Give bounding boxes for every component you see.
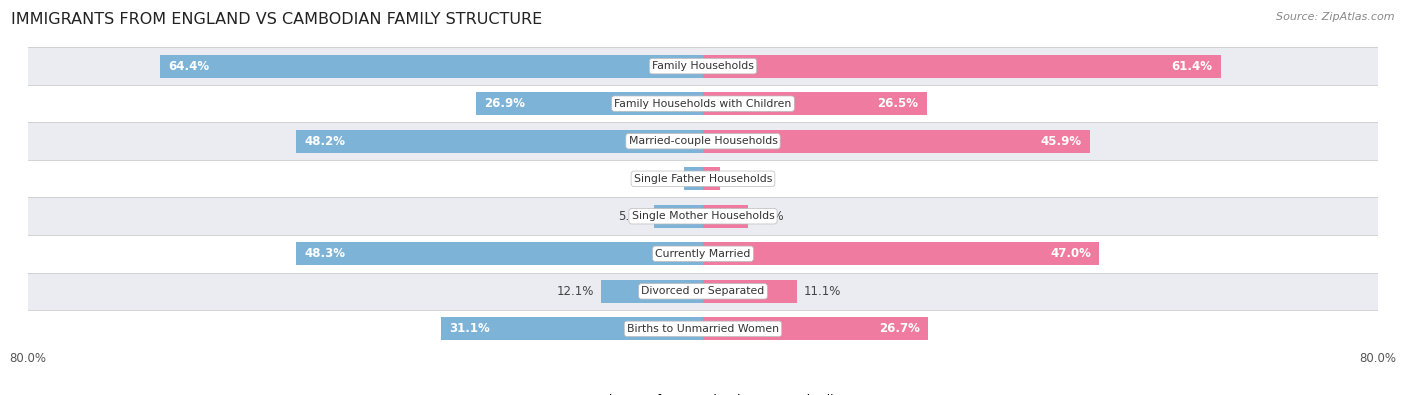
Text: 2.2%: 2.2%	[648, 172, 678, 185]
Bar	[703, 92, 927, 115]
Text: 48.3%: 48.3%	[304, 247, 344, 260]
Bar	[28, 47, 1378, 85]
Bar	[703, 242, 1099, 265]
Bar	[28, 310, 1378, 348]
Text: 26.7%: 26.7%	[879, 322, 920, 335]
Text: 12.1%: 12.1%	[557, 285, 595, 298]
Bar	[28, 122, 1378, 160]
Bar	[28, 198, 1378, 235]
Text: 31.1%: 31.1%	[449, 322, 489, 335]
Bar	[703, 205, 748, 228]
Text: 48.2%: 48.2%	[305, 135, 346, 148]
Bar	[477, 92, 703, 115]
Text: Source: ZipAtlas.com: Source: ZipAtlas.com	[1277, 12, 1395, 22]
Text: 26.9%: 26.9%	[485, 97, 526, 110]
Bar	[28, 85, 1378, 122]
Text: 45.9%: 45.9%	[1040, 135, 1081, 148]
Bar	[297, 130, 703, 153]
Bar	[440, 317, 703, 340]
Bar	[28, 235, 1378, 273]
Text: IMMIGRANTS FROM ENGLAND VS CAMBODIAN FAMILY STRUCTURE: IMMIGRANTS FROM ENGLAND VS CAMBODIAN FAM…	[11, 12, 543, 27]
Text: Family Households with Children: Family Households with Children	[614, 99, 792, 109]
Bar	[160, 55, 703, 78]
Text: 11.1%: 11.1%	[803, 285, 841, 298]
Text: 5.8%: 5.8%	[617, 210, 647, 223]
Text: 64.4%: 64.4%	[169, 60, 209, 73]
Text: Married-couple Households: Married-couple Households	[628, 136, 778, 146]
Text: Family Households: Family Households	[652, 61, 754, 71]
Bar	[654, 205, 703, 228]
Text: 47.0%: 47.0%	[1050, 247, 1091, 260]
Text: Single Mother Households: Single Mother Households	[631, 211, 775, 221]
Text: 26.5%: 26.5%	[877, 97, 918, 110]
Text: 61.4%: 61.4%	[1171, 60, 1212, 73]
Bar	[295, 242, 703, 265]
Bar	[685, 167, 703, 190]
Text: Single Father Households: Single Father Households	[634, 174, 772, 184]
Text: 5.3%: 5.3%	[755, 210, 785, 223]
Bar	[703, 280, 797, 303]
Text: Births to Unmarried Women: Births to Unmarried Women	[627, 324, 779, 334]
Text: 2.0%: 2.0%	[727, 172, 756, 185]
Text: Divorced or Separated: Divorced or Separated	[641, 286, 765, 296]
Bar	[703, 167, 720, 190]
Bar	[703, 317, 928, 340]
Bar	[28, 273, 1378, 310]
Legend: Immigrants from England, Cambodian: Immigrants from England, Cambodian	[557, 394, 849, 395]
Bar	[600, 280, 703, 303]
Bar	[703, 55, 1220, 78]
Bar	[28, 160, 1378, 198]
Bar	[703, 130, 1090, 153]
Text: Currently Married: Currently Married	[655, 249, 751, 259]
